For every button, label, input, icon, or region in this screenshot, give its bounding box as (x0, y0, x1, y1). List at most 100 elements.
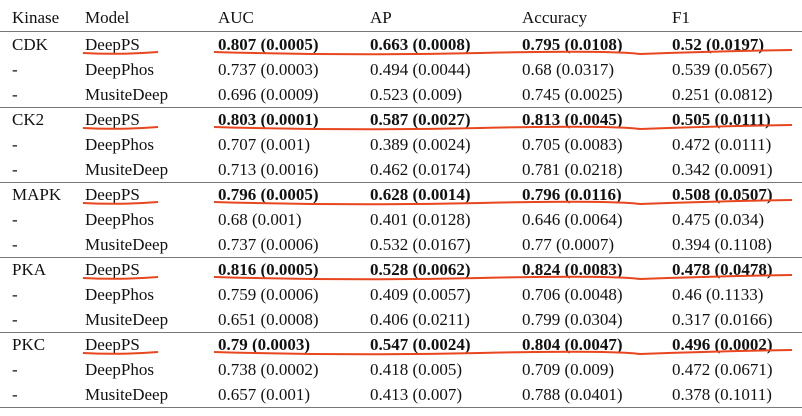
table-cell: 0.505 (0.0111) (672, 110, 771, 129)
table-cell: 0.317 (0.0166) (672, 310, 773, 329)
table-cell: 0.709 (0.009) (522, 360, 615, 379)
table-cell: 0.79 (0.0003) (218, 335, 311, 354)
table-cell: 0.804 (0.0047) (522, 335, 623, 354)
table-cell: - (12, 235, 18, 254)
table-cell: 0.796 (0.0005) (218, 185, 319, 204)
table-cell: CDK (12, 35, 48, 54)
table-cell: 0.409 (0.0057) (370, 285, 471, 304)
table-cell: 0.418 (0.005) (370, 360, 463, 379)
table-cell: 0.508 (0.0507) (672, 185, 773, 204)
table-cell: 0.394 (0.1108) (672, 235, 772, 254)
red-underline (82, 126, 159, 130)
group-rule (0, 407, 802, 408)
red-underline (82, 201, 159, 205)
table-cell: 0.68 (0.001) (218, 210, 302, 229)
table-cell: MusiteDeep (85, 310, 169, 329)
table-cell: 0.628 (0.0014) (370, 185, 471, 204)
red-underline (82, 351, 159, 355)
table-cell: 0.587 (0.0027) (370, 110, 471, 129)
table-cell: 0.413 (0.007) (370, 385, 463, 404)
table-cell: 0.738 (0.0002) (218, 360, 319, 379)
table-cell: PKA (12, 260, 47, 279)
table-cell: 0.651 (0.0008) (218, 310, 319, 329)
table-cell: DeepPS (85, 335, 140, 354)
group-rule (0, 332, 802, 333)
table-cell: DeepPhos (85, 135, 154, 154)
red-underline (213, 49, 793, 56)
table-cell: 0.68 (0.0317) (522, 60, 615, 79)
table-cell: 0.646 (0.0064) (522, 210, 623, 229)
table-cell: MusiteDeep (85, 385, 169, 404)
table-cell: 0.796 (0.0116) (522, 185, 622, 204)
red-underline (82, 276, 159, 280)
table-cell: 0.803 (0.0001) (218, 110, 319, 129)
table-cell: 0.77 (0.0007) (522, 235, 615, 254)
group-rule (0, 257, 802, 258)
table-cell: DeepPS (85, 110, 140, 129)
table-cell: 0.706 (0.0048) (522, 285, 623, 304)
red-underline (213, 274, 793, 281)
table-cell: DeepPS (85, 35, 140, 54)
table-cell: - (12, 210, 18, 229)
table-cell: 0.737 (0.0006) (218, 235, 319, 254)
table-cell: 0.788 (0.0401) (522, 385, 623, 404)
table-cell: 0.401 (0.0128) (370, 210, 471, 229)
table-cell: DeepPS (85, 260, 140, 279)
table-cell: 0.547 (0.0024) (370, 335, 471, 354)
header-cell: F1 (672, 8, 690, 27)
group-rule (0, 107, 802, 108)
table-cell: 0.813 (0.0045) (522, 110, 623, 129)
table-cell: DeepPhos (85, 360, 154, 379)
table-cell: 0.406 (0.0211) (370, 310, 470, 329)
red-underline (82, 51, 159, 55)
table-cell: 0.807 (0.0005) (218, 35, 319, 54)
table-cell: 0.657 (0.001) (218, 385, 311, 404)
table-cell: 0.539 (0.0567) (672, 60, 773, 79)
table-cell: - (12, 285, 18, 304)
header-cell: AUC (218, 8, 254, 27)
table-cell: 0.523 (0.009) (370, 85, 463, 104)
table-cell: 0.478 (0.0478) (672, 260, 773, 279)
table-cell: 0.816 (0.0005) (218, 260, 319, 279)
group-rule (0, 182, 802, 183)
table-cell: 0.799 (0.0304) (522, 310, 623, 329)
header-rule (0, 31, 802, 32)
table-cell: 0.528 (0.0062) (370, 260, 471, 279)
header-cell: Kinase (12, 8, 60, 27)
table-cell: 0.496 (0.0002) (672, 335, 773, 354)
table-cell: - (12, 385, 18, 404)
table-cell: 0.737 (0.0003) (218, 60, 319, 79)
table-cell: 0.663 (0.0008) (370, 35, 471, 54)
table-cell: - (12, 360, 18, 379)
table-cell: - (12, 85, 18, 104)
red-underline (213, 124, 793, 131)
table-cell: 0.795 (0.0108) (522, 35, 623, 54)
table-cell: MusiteDeep (85, 85, 169, 104)
table-cell: MAPK (12, 185, 62, 204)
table-cell: 0.378 (0.1011) (672, 385, 772, 404)
red-underline (213, 349, 793, 356)
table-cell: 0.251 (0.0812) (672, 85, 773, 104)
table-cell: 0.696 (0.0009) (218, 85, 319, 104)
table-cell: DeepPS (85, 185, 140, 204)
table-cell: CK2 (12, 110, 45, 129)
table-cell: MusiteDeep (85, 235, 169, 254)
table-cell: MusiteDeep (85, 160, 169, 179)
table-cell: - (12, 310, 18, 329)
table-cell: 0.759 (0.0006) (218, 285, 319, 304)
table-cell: 0.707 (0.001) (218, 135, 311, 154)
table-cell: 0.46 (0.1133) (672, 285, 764, 304)
header-cell: AP (370, 8, 392, 27)
table-cell: 0.462 (0.0174) (370, 160, 471, 179)
table-cell: 0.472 (0.0111) (672, 135, 772, 154)
table-cell: 0.475 (0.034) (672, 210, 765, 229)
table-cell: 0.713 (0.0016) (218, 160, 319, 179)
table-cell: 0.389 (0.0024) (370, 135, 471, 154)
table-cell: DeepPhos (85, 60, 154, 79)
table-cell: 0.824 (0.0083) (522, 260, 623, 279)
table-cell: 0.494 (0.0044) (370, 60, 471, 79)
table-cell: DeepPhos (85, 210, 154, 229)
table-cell: 0.745 (0.0025) (522, 85, 623, 104)
